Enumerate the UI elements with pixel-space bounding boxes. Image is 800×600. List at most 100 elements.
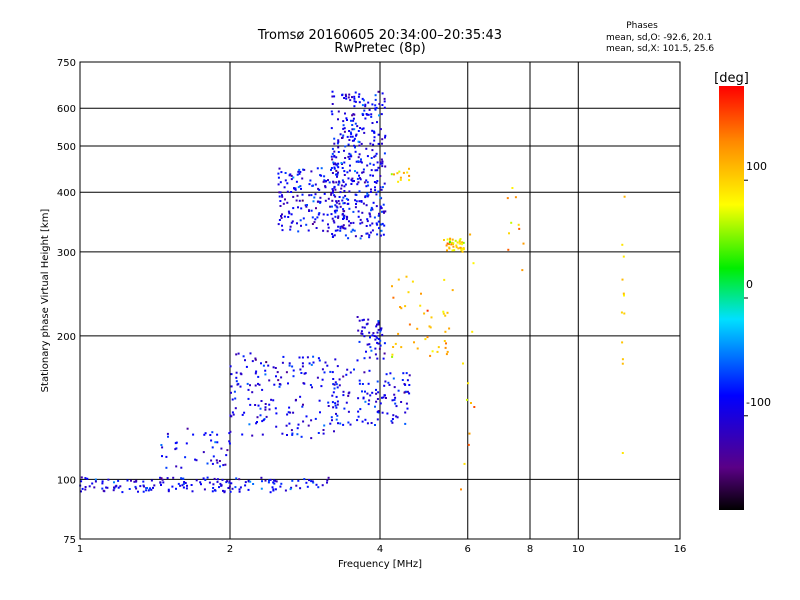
data-point-x — [397, 278, 400, 281]
data-point-o — [381, 162, 384, 165]
data-point-o — [381, 411, 384, 414]
data-point-o — [264, 403, 267, 405]
data-point-o — [354, 235, 357, 238]
data-point-o — [280, 216, 283, 219]
data-point-o — [273, 482, 276, 485]
data-point-o — [335, 163, 337, 166]
data-point-o — [366, 422, 369, 425]
data-point-o — [327, 476, 330, 479]
data-point-o — [252, 483, 255, 485]
data-point-o — [262, 364, 265, 367]
data-point-o — [301, 362, 304, 365]
data-point-o — [356, 419, 359, 422]
data-point-x — [510, 221, 513, 224]
data-point-o — [352, 210, 355, 213]
data-point-o — [301, 405, 304, 408]
data-point-o — [84, 488, 87, 491]
data-point-o — [228, 442, 231, 445]
data-point-o — [316, 167, 319, 170]
data-point-x — [429, 354, 432, 357]
data-point-x — [451, 238, 454, 241]
data-point-o — [241, 413, 244, 416]
data-point-o — [180, 466, 183, 469]
data-point-o — [351, 96, 353, 99]
data-point-x — [408, 167, 410, 170]
data-point-o — [230, 373, 233, 376]
data-point-o — [380, 229, 383, 232]
y-axis-label: Stationary phase Virtual Height [km] — [40, 209, 51, 393]
data-point-o — [384, 134, 387, 137]
data-point-o — [139, 485, 142, 488]
data-point-o — [112, 489, 115, 492]
data-point-o — [283, 186, 286, 189]
data-point-o — [363, 371, 366, 374]
data-point-o — [369, 162, 372, 165]
data-point-o — [343, 149, 345, 152]
data-point-o — [276, 371, 279, 374]
data-point-o — [333, 167, 336, 170]
data-point-o — [142, 480, 145, 483]
data-point-o — [350, 230, 353, 233]
data-point-o — [337, 216, 340, 219]
data-point-o — [353, 180, 355, 182]
data-point-x — [394, 342, 397, 345]
data-point-o — [290, 486, 293, 489]
data-point-o — [224, 463, 227, 466]
data-point-o — [317, 357, 320, 360]
data-point-o — [243, 411, 246, 414]
data-point-o — [380, 207, 383, 210]
data-point-o — [337, 200, 340, 202]
data-point-o — [291, 220, 294, 223]
data-point-o — [354, 122, 357, 125]
data-point-o — [392, 377, 395, 380]
data-point-o — [378, 347, 381, 350]
data-point-o — [369, 346, 372, 349]
data-point-o — [275, 412, 278, 415]
data-point-o — [374, 169, 377, 172]
data-point-o — [377, 190, 380, 193]
data-point-x — [449, 237, 452, 240]
data-point-o — [235, 380, 238, 383]
data-point-o — [186, 427, 189, 430]
data-point-o — [294, 188, 297, 191]
data-point-o — [339, 227, 342, 230]
data-point-o — [335, 169, 338, 172]
data-point-o — [194, 458, 197, 461]
data-point-o — [326, 479, 329, 482]
data-point-o — [339, 205, 342, 208]
data-point-o — [185, 487, 188, 490]
data-point-o — [332, 235, 335, 238]
data-point-x — [405, 275, 408, 278]
y-tick-label: 600 — [57, 104, 76, 115]
data-point-o — [343, 161, 346, 164]
data-point-o — [357, 130, 360, 132]
x-tick-label: 2 — [227, 544, 233, 555]
data-point-o — [331, 199, 334, 202]
data-point-o — [349, 131, 352, 134]
data-point-o — [327, 197, 330, 200]
data-point-o — [302, 420, 305, 423]
data-point-o — [381, 142, 383, 145]
data-point-o — [301, 193, 304, 196]
data-point-x — [446, 249, 448, 252]
data-point-o — [331, 95, 334, 98]
data-point-o — [380, 158, 383, 161]
data-point-o — [365, 225, 368, 227]
data-point-o — [216, 478, 219, 481]
data-point-x — [517, 223, 520, 226]
data-point-o — [357, 415, 360, 418]
data-point-x — [461, 243, 464, 246]
data-point-o — [211, 490, 214, 493]
data-point-o — [377, 90, 380, 93]
data-point-o — [101, 487, 104, 490]
data-point-o — [146, 487, 148, 489]
data-point-o — [334, 209, 337, 212]
data-point-o — [206, 476, 209, 479]
data-point-o — [330, 167, 333, 169]
data-point-o — [260, 476, 263, 479]
data-point-o — [249, 384, 251, 387]
data-point-o — [363, 357, 366, 360]
data-point-o — [274, 479, 277, 482]
data-point-o — [209, 434, 212, 436]
data-point-o — [358, 379, 361, 382]
